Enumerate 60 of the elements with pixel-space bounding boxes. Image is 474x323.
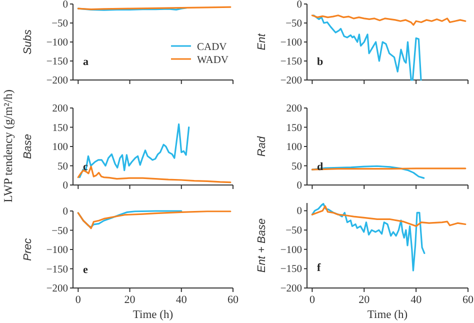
x-tick-label: 40	[176, 294, 188, 306]
line-series	[311, 14, 466, 26]
y-tick-label: −150	[280, 56, 302, 68]
y-tick-label: 100	[52, 142, 68, 153]
y-tick-label: 0	[296, 0, 302, 10]
legend-label: CADV	[197, 42, 228, 53]
y-tick-label: −100	[280, 244, 302, 256]
y-tick-label: 200	[286, 104, 302, 114]
line-series	[312, 14, 422, 81]
line-series	[77, 166, 232, 184]
annotation: a	[83, 56, 89, 68]
annotation: e	[83, 264, 88, 276]
line-series	[311, 205, 466, 227]
y-tick-label: −100	[46, 38, 68, 48]
y-tick-label: −200	[46, 76, 68, 86]
y-tick-label: −100	[46, 245, 68, 256]
x-tick-label: 0	[309, 294, 316, 306]
x-tick-label: 60	[228, 294, 239, 306]
y-tick-label: −200	[280, 76, 302, 86]
y-tick-label: −50	[52, 18, 68, 30]
y-tick-label: 200	[52, 104, 68, 114]
y-tick-label: 50	[58, 161, 68, 172]
y-tick-label: 0	[62, 0, 68, 10]
y-tick-label: −150	[46, 56, 68, 68]
y-tick-label: 150	[52, 122, 68, 134]
y-tick-label: −50	[52, 226, 68, 237]
x-tick-label: 0	[75, 294, 82, 306]
y-tick-label: 50	[292, 161, 302, 172]
y-tick-label: 0	[62, 206, 68, 218]
y-tick-label: 150	[286, 122, 302, 134]
y-axis-title: Subs	[22, 28, 34, 55]
y-axis-title: Ent + Base	[256, 218, 268, 273]
y-axis-title: Prec	[22, 238, 34, 261]
line-series	[78, 123, 190, 178]
y-axis-title: Base	[22, 134, 34, 160]
text: LWP tendency (g/m²/h)	[1, 90, 15, 202]
annotation: b	[317, 56, 324, 68]
annotation: f	[317, 262, 321, 274]
line-series	[311, 202, 426, 272]
y-tick-label: 0	[296, 206, 302, 218]
y-tick-label: −150	[280, 264, 302, 276]
legend-label: WADV	[197, 55, 229, 66]
x-tick-label: 40	[410, 294, 422, 306]
x-axis-title: Time (h)	[132, 309, 174, 321]
y-tick-label: −100	[280, 38, 302, 48]
y-tick-label: −50	[286, 226, 302, 237]
y-tick-label: 0	[296, 180, 302, 192]
x-tick-label: 60	[462, 294, 474, 306]
y-tick-label: −200	[280, 284, 302, 294]
y-tick-label: −200	[46, 284, 68, 294]
y-tick-label: −50	[286, 18, 302, 30]
line-series	[77, 210, 232, 230]
y-axis-title: Ent	[256, 32, 268, 50]
x-tick-label: 20	[124, 294, 136, 306]
y-tick-label: 0	[62, 180, 68, 192]
x-axis-title: Time (h)	[367, 309, 408, 321]
y-tick-label: 100	[286, 142, 302, 153]
y-tick-label: −150	[46, 264, 68, 276]
x-tick-label: 20	[358, 294, 370, 306]
y-axis-title: Rad	[256, 136, 268, 157]
